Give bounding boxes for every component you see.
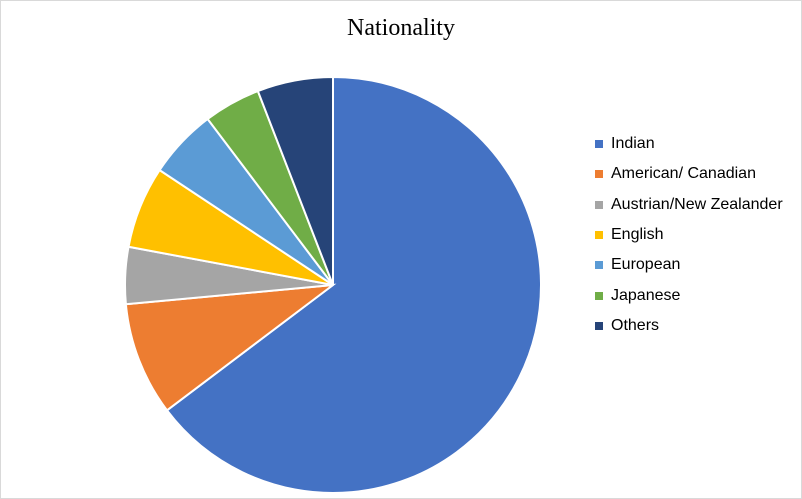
- legend-item: Indian: [595, 129, 783, 159]
- legend-item: Others: [595, 311, 783, 341]
- legend-label: English: [611, 226, 664, 244]
- pie-slice-american-canadian: [124, 283, 337, 412]
- legend-swatch: [595, 261, 603, 270]
- legend-swatch: [595, 321, 603, 330]
- legend-label: Indian: [611, 135, 655, 153]
- legend: Indian American/ Canadian Austrian/New Zea…: [595, 129, 783, 341]
- pie-slice-indian: [165, 75, 542, 494]
- legend-item: English: [595, 220, 783, 250]
- legend-label: European: [611, 256, 681, 274]
- legend-label: Japanese: [611, 286, 681, 304]
- legend-swatch: [595, 140, 603, 149]
- legend-swatch: [595, 200, 603, 209]
- legend-item: European: [595, 250, 783, 280]
- legend-item: Japanese: [595, 280, 783, 310]
- legend-swatch: [595, 170, 603, 179]
- chart-title: Nationality: [347, 15, 455, 41]
- pie-slice-others: [256, 75, 334, 286]
- legend-item: American/ Canadian: [595, 159, 783, 189]
- legend-label: Others: [611, 316, 660, 334]
- legend-item: Austrian/New Zealander: [595, 190, 783, 220]
- legend-label: American/ Canadian: [611, 165, 756, 183]
- legend-label: Austrian/New Zealander: [611, 195, 783, 213]
- legend-swatch: [595, 291, 603, 300]
- legend-swatch: [595, 231, 603, 240]
